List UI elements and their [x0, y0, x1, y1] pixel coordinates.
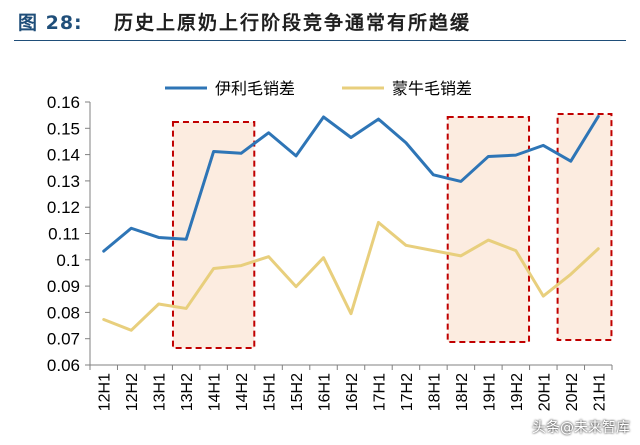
- figure-number: 图 28:: [18, 12, 83, 34]
- x-tick-label: 19H1: [481, 373, 498, 411]
- x-tick-label: 15H1: [262, 373, 279, 411]
- x-tick-label: 18H1: [426, 373, 443, 411]
- x-tick-label: 15H2: [289, 373, 306, 411]
- y-tick-label: 0.06: [47, 356, 80, 375]
- x-tick-label: 17H2: [399, 373, 416, 411]
- figure-title: 历史上原奶上行阶段竞争通常有所趋缓: [114, 12, 472, 34]
- highlight-region: [556, 113, 613, 341]
- x-tick-label: 19H2: [509, 373, 526, 411]
- watermark-text: 头条@未来智库: [532, 420, 630, 436]
- y-tick-label: 0.14: [47, 146, 80, 165]
- x-tick-label: 16H1: [317, 373, 334, 411]
- x-tick-label: 14H2: [234, 373, 251, 411]
- x-tick-label: 13H1: [152, 373, 169, 411]
- y-tick-label: 0.1: [56, 251, 80, 270]
- highlight-region: [446, 116, 531, 343]
- x-tick-label: 12H1: [97, 373, 114, 411]
- x-tick-label: 14H1: [207, 373, 224, 411]
- x-tick-label: 16H2: [344, 373, 361, 411]
- y-tick-label: 0.09: [47, 277, 80, 296]
- legend-label: 伊利毛销差: [215, 79, 295, 98]
- figure-header: 图 28: 历史上原奶上行阶段竞争通常有所趋缓: [0, 0, 640, 42]
- x-tick-label: 12H2: [124, 373, 141, 411]
- y-tick-label: 0.11: [48, 225, 80, 244]
- y-tick-label: 0.08: [47, 303, 80, 322]
- highlight-regions: [171, 113, 613, 349]
- x-axis: 12H1 12H2 13H1 13H2 14H1 14H2 15H1 15H2 16H1 16H2…: [89, 364, 613, 411]
- y-tick-label: 0.13: [47, 172, 80, 191]
- x-tick-label: 13H2: [179, 373, 196, 411]
- x-tick-label: 20H2: [564, 373, 581, 411]
- y-tick-label: 0.12: [47, 198, 80, 217]
- x-tick-label: 20H1: [536, 373, 553, 411]
- legend: 伊利毛销差 蒙牛毛销差: [165, 79, 472, 98]
- y-axis: 0.06 0.07 0.08 0.09 0.1 0.11 0.12 0.13 0.14 0.15 0…: [47, 93, 91, 375]
- y-tick-label: 0.15: [47, 119, 80, 138]
- x-tick-label: 17H1: [371, 373, 388, 411]
- legend-label: 蒙牛毛销差: [392, 79, 472, 98]
- header-divider: [14, 40, 626, 41]
- y-tick-label: 0.07: [47, 330, 80, 349]
- x-tick-label: 21H1: [591, 373, 608, 411]
- series-lines: [102, 114, 600, 332]
- y-tick-label: 0.16: [47, 93, 80, 112]
- x-tick-label: 18H2: [454, 373, 471, 411]
